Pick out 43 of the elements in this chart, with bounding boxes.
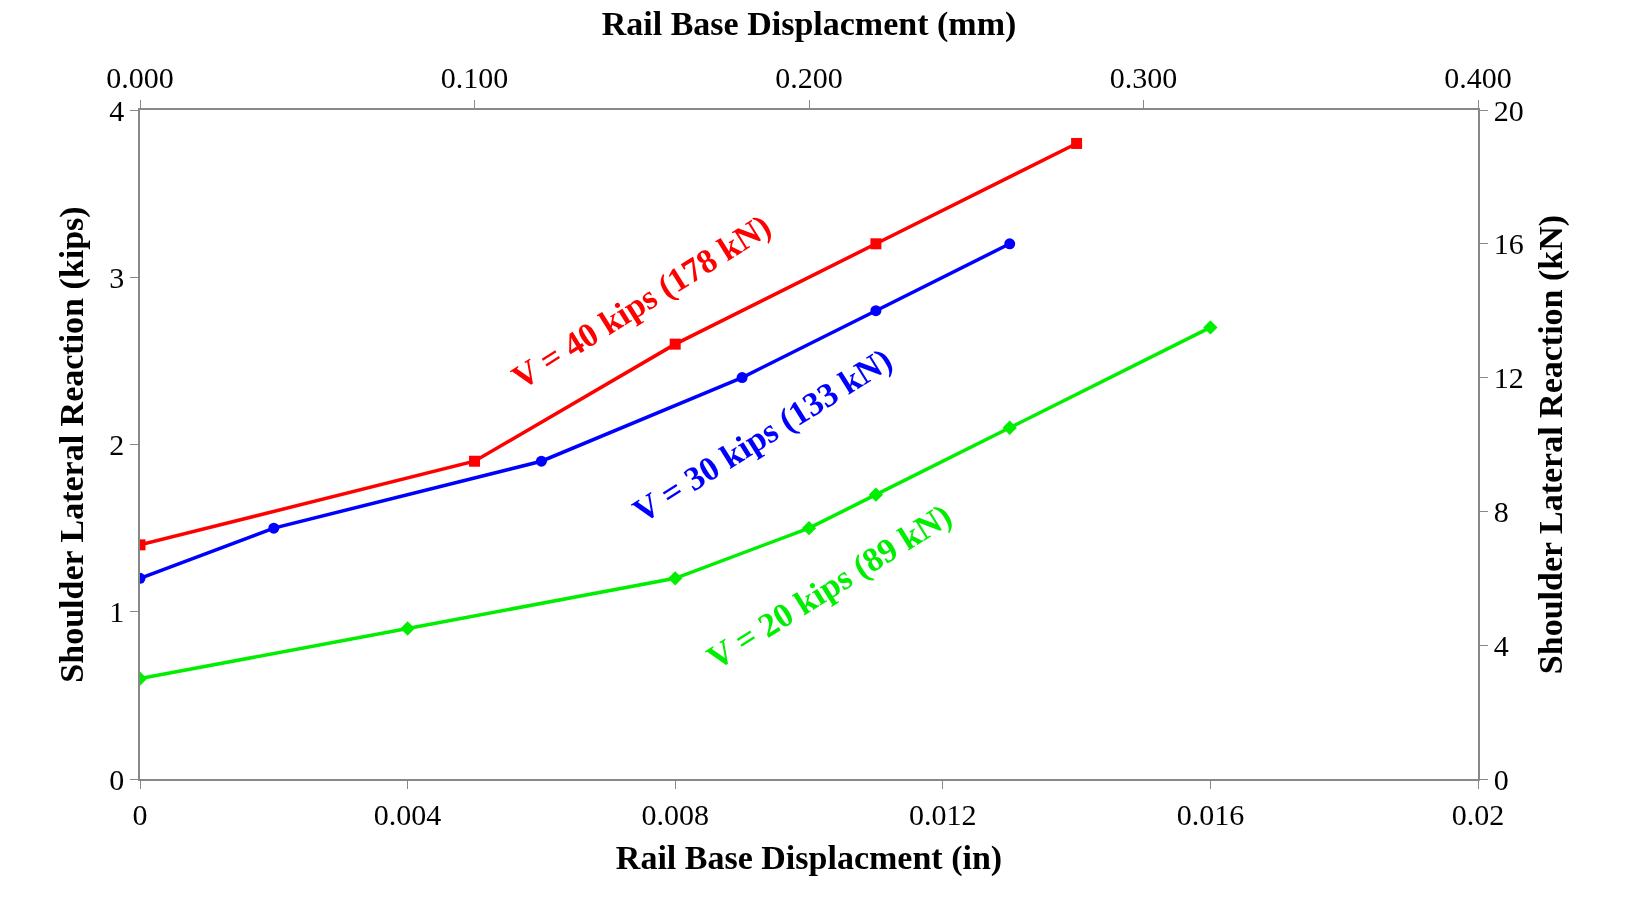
point: [668, 571, 683, 586]
point: [1203, 320, 1218, 335]
y-tick-label: 4: [109, 93, 125, 127]
x2-tick-label: 0.400: [1444, 61, 1512, 95]
text: V = 40 kips (178 kN): [505, 207, 778, 397]
y2-tick-label: 12: [1493, 361, 1524, 395]
point: [669, 338, 681, 350]
text: V = 20 kips (89 kN): [700, 496, 959, 678]
y-tick-label: 2: [109, 428, 125, 461]
y-tick-label: 3: [109, 260, 125, 294]
x-tick-label: 0: [132, 797, 148, 831]
point: [870, 305, 882, 317]
point: [400, 621, 415, 636]
x-tick-label: 0.004: [373, 797, 442, 831]
point: [801, 520, 817, 536]
x2-axis-title: Rail Base Displacment (mm): [601, 5, 1017, 44]
point: [268, 522, 280, 534]
point: [736, 372, 748, 384]
point: [1071, 137, 1083, 149]
x2-tick-label: 0.100: [440, 61, 509, 95]
point: [469, 455, 480, 467]
x-tick-label: 0.008: [641, 797, 709, 831]
point: [868, 487, 884, 502]
y2-tick-label: 4: [1493, 628, 1509, 662]
y-tick-label: 1: [109, 595, 125, 629]
x2-tick-label: 0.300: [1109, 61, 1178, 95]
y-tick-label: 0: [109, 762, 125, 796]
y-axis-title: Shoulder Lateral Reaction (kips): [53, 206, 92, 683]
y2-axis-title: Shoulder Lateral Reaction (kN): [1531, 214, 1570, 675]
x-tick-label: 0.016: [1176, 797, 1245, 831]
y2-tick-label: 8: [1493, 494, 1509, 528]
point: [535, 455, 547, 467]
y2-tick-label: 16: [1493, 227, 1524, 261]
point: [1002, 420, 1017, 435]
x2-tick-label: 0.000: [106, 61, 174, 95]
x-tick-label: 0.02: [1451, 797, 1505, 831]
y2-tick-label: 20: [1493, 93, 1524, 127]
x-tick-label: 0.012: [909, 797, 977, 831]
point: [1004, 238, 1016, 250]
y2-tick-label: 0: [1493, 762, 1509, 796]
point: [870, 238, 882, 250]
x-axis-title: Rail Base Displacment (in): [615, 838, 1003, 877]
x2-tick-label: 0.200: [775, 61, 843, 95]
